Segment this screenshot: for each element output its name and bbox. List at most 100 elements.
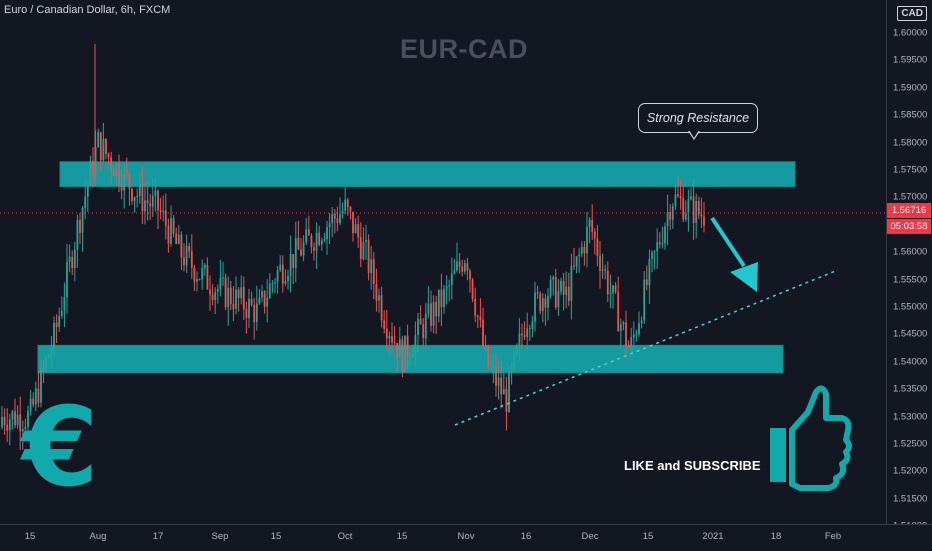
candle-body (55, 322, 58, 327)
candle-body (167, 225, 170, 244)
candle-body (242, 287, 245, 310)
candle-body (427, 303, 430, 314)
candle-body (294, 238, 297, 268)
resistance-zone (59, 161, 796, 187)
candle-body (237, 289, 240, 298)
candle-body (32, 398, 35, 405)
candle-body (24, 426, 27, 430)
candle-body (536, 292, 539, 294)
candle-body (580, 246, 583, 255)
candle-body (331, 213, 334, 224)
candle-body (674, 194, 677, 207)
candle-body (47, 356, 50, 359)
candle-body (406, 335, 409, 358)
candle-body (71, 256, 74, 269)
candle-body (144, 200, 146, 212)
currency-badge[interactable]: CAD (897, 6, 927, 21)
candle-body (21, 429, 24, 432)
candle-body (487, 346, 490, 367)
candle-body (401, 339, 404, 372)
candle-body (687, 199, 690, 214)
candle-body (560, 280, 562, 292)
candle-body (175, 233, 178, 244)
price-tick-label: 1.60000 (893, 27, 928, 39)
candle-body (185, 246, 188, 266)
candle-body (203, 264, 206, 268)
candle-body (599, 255, 601, 271)
candle-body (588, 219, 591, 227)
candle-body (562, 280, 565, 296)
candle-body (606, 270, 609, 295)
candle-body (583, 246, 586, 254)
candle-body (86, 185, 89, 197)
price-tick-label: 1.59500 (893, 54, 928, 66)
time-tick-label: Sep (211, 531, 229, 542)
candle-body (627, 345, 630, 348)
candle-body (482, 319, 484, 346)
candle-body (352, 211, 354, 234)
candle-body (276, 270, 279, 283)
candle-body (138, 183, 141, 196)
candle-body (679, 196, 682, 199)
candle-body (409, 357, 412, 359)
price-tick-label: 1.55500 (893, 274, 928, 286)
candle-body (619, 324, 622, 332)
candle-body (146, 200, 149, 204)
candle-body (367, 240, 370, 273)
candle-body (661, 243, 664, 245)
candle-body (645, 279, 648, 286)
price-axis[interactable]: CAD 1.60000 1.59500 1.59000 1.58500 1.58000 1… (886, 0, 932, 532)
candle-body (703, 216, 705, 226)
price-tick-label: 1.54500 (893, 328, 928, 340)
candle-body (526, 328, 529, 338)
candle-body (419, 318, 422, 325)
candle-body (279, 264, 282, 271)
candle-body (37, 388, 40, 403)
candle-body (196, 279, 198, 282)
candle-body (229, 287, 232, 304)
candle-body (567, 286, 570, 301)
candle-body (445, 286, 448, 289)
candle-body (554, 276, 557, 308)
candle-body (677, 194, 679, 197)
candle-body (201, 267, 204, 280)
candle-body (435, 301, 438, 317)
candle-body (383, 320, 386, 329)
candle-body (495, 366, 497, 386)
candle-body (448, 285, 451, 287)
candle-body (261, 291, 263, 298)
candle-body (180, 234, 183, 258)
candle-body (258, 297, 261, 304)
candle-body (544, 298, 547, 308)
candle-body (632, 334, 635, 338)
time-tick-label: 18 (770, 531, 782, 542)
candle-body (341, 210, 344, 215)
down-arrow-head (730, 262, 758, 292)
time-axis[interactable]: 15 Aug 17 Sep 15 Oct 15 Nov 16 Dec 15 2021 18 Feb (0, 524, 932, 551)
candle-body (365, 240, 367, 243)
candle-body (534, 292, 536, 322)
candle-body (612, 285, 614, 293)
candle-body (552, 276, 555, 280)
candle-body (1, 416, 3, 428)
candle-body (396, 343, 399, 358)
candle-body (375, 283, 378, 301)
symbol-header: Euro / Canadian Dollar, 6h, FXCM (4, 4, 171, 16)
candle-body (289, 253, 292, 276)
candle-body (354, 224, 357, 234)
candle-body (8, 419, 11, 431)
candle-body (284, 281, 287, 284)
candle-body (510, 367, 513, 372)
candle-body (669, 212, 672, 220)
down-arrow-icon (710, 216, 746, 268)
candle-body (313, 247, 315, 251)
candle-body (164, 210, 167, 226)
candle-body (523, 335, 526, 338)
candle-body (575, 256, 578, 267)
chart-plot-area[interactable]: € (0, 0, 886, 524)
time-tick-label: 2021 (702, 531, 724, 542)
candle-body (89, 160, 92, 186)
candle-body (414, 335, 417, 355)
price-chart[interactable]: € (0, 0, 886, 524)
price-tick-label: 1.59000 (893, 82, 928, 94)
